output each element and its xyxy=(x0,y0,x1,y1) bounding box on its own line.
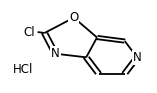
Text: N: N xyxy=(133,51,141,64)
Text: O: O xyxy=(69,11,78,24)
Text: N: N xyxy=(51,47,60,60)
Text: Cl: Cl xyxy=(23,26,35,39)
Text: HCl: HCl xyxy=(13,63,33,76)
